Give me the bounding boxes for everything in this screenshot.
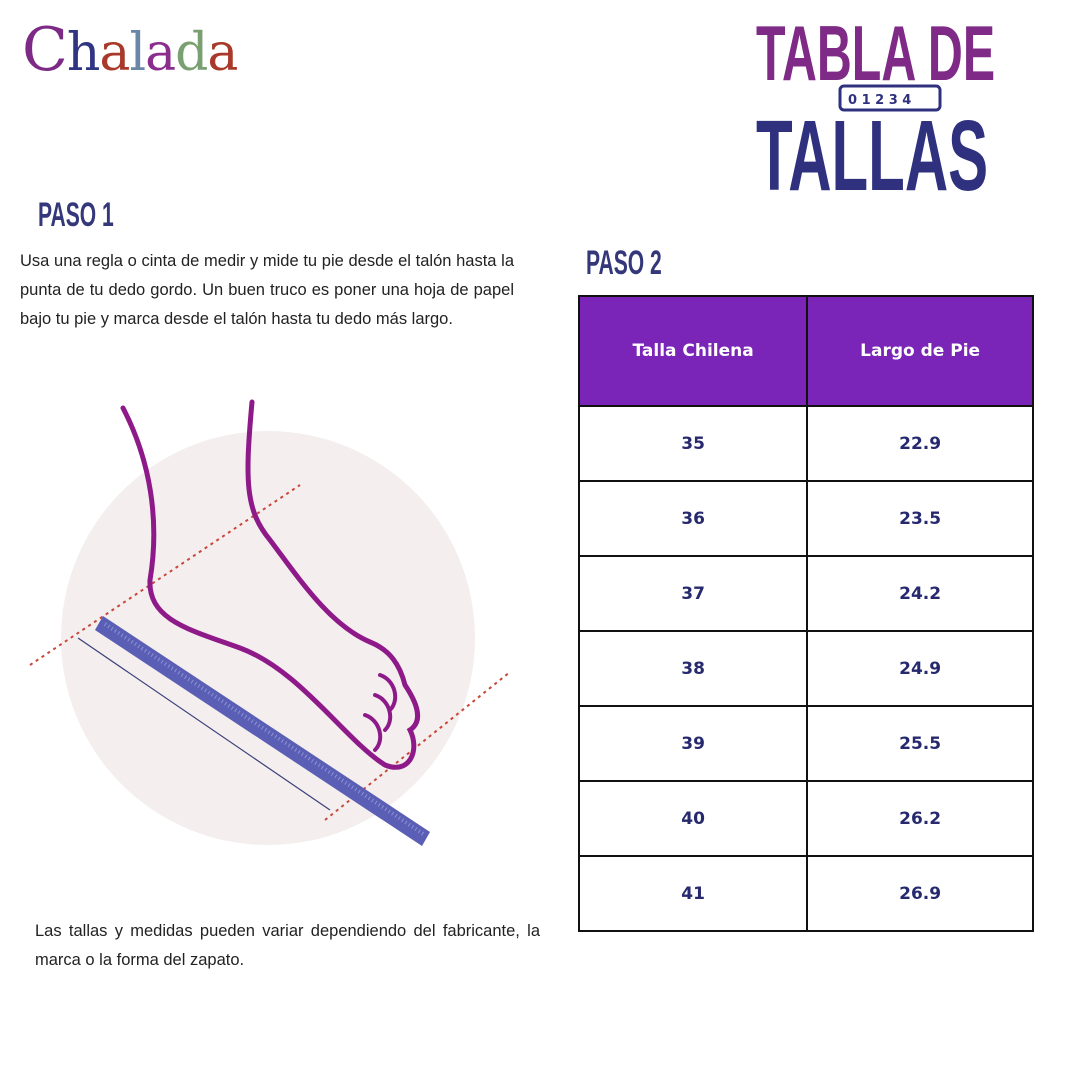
- table-row: 37 24.2: [577, 555, 1034, 632]
- table-row: 39 25.5: [577, 705, 1034, 782]
- disclaimer-note: Las tallas y medidas pueden variar depen…: [35, 922, 540, 969]
- cell-length: 25.5: [806, 705, 1034, 782]
- cell-length: 23.5: [806, 480, 1034, 557]
- cell-length: 22.9: [806, 405, 1034, 482]
- cell-size: 40: [577, 780, 809, 857]
- title-line-2: TALLAS: [756, 100, 989, 212]
- cell-size: 35: [577, 405, 809, 482]
- header-chilean-size: Talla Chilena: [577, 295, 809, 407]
- foot-outline: [120, 399, 421, 770]
- background-circle: [61, 431, 475, 845]
- step2-heading: PASO 2: [586, 244, 662, 282]
- cell-length: 24.9: [806, 630, 1034, 707]
- table-row: 38 24.9: [577, 630, 1034, 707]
- cell-size: 38: [577, 630, 809, 707]
- cell-size: 36: [577, 480, 809, 557]
- table-row: 41 26.9: [577, 855, 1034, 932]
- table-row: 35 22.9: [577, 405, 1034, 482]
- ruler-icon: 0 1 2 3 4: [838, 84, 942, 112]
- foot-measure-illustration: [29, 399, 511, 846]
- cell-length: 24.2: [806, 555, 1034, 632]
- table-row: 36 23.5: [577, 480, 1034, 557]
- measure-arrow: [77, 637, 331, 811]
- toes-outline: [363, 673, 398, 752]
- cell-size: 37: [577, 555, 809, 632]
- ruler-digits: 0 1 2 3 4: [848, 93, 911, 108]
- title-line-1: TABLA DE: [756, 9, 996, 97]
- table-header-row: Talla Chilena Largo de Pie: [577, 295, 1034, 407]
- cell-length: 26.2: [806, 780, 1034, 857]
- step1-heading: PASO 1: [38, 196, 114, 234]
- size-chart-title: TABLA DE TALLAS 0 1 2 3 4: [756, 9, 1056, 212]
- chalada-logo: Chalada: [22, 15, 238, 85]
- cell-size: 39: [577, 705, 809, 782]
- step1-text: Usa una regla o cinta de medir y mide tu…: [20, 252, 514, 328]
- cell-length: 26.9: [806, 855, 1034, 932]
- table-row: 40 26.2: [577, 780, 1034, 857]
- toe-guide-line: [324, 671, 511, 821]
- heel-guide-line: [29, 484, 301, 666]
- measuring-ruler-icon: [95, 616, 430, 846]
- size-table: Talla Chilena Largo de Pie 35 22.9 36 23.5 3…: [577, 295, 1034, 932]
- cell-size: 41: [577, 855, 809, 932]
- header-foot-length: Largo de Pie: [806, 295, 1034, 407]
